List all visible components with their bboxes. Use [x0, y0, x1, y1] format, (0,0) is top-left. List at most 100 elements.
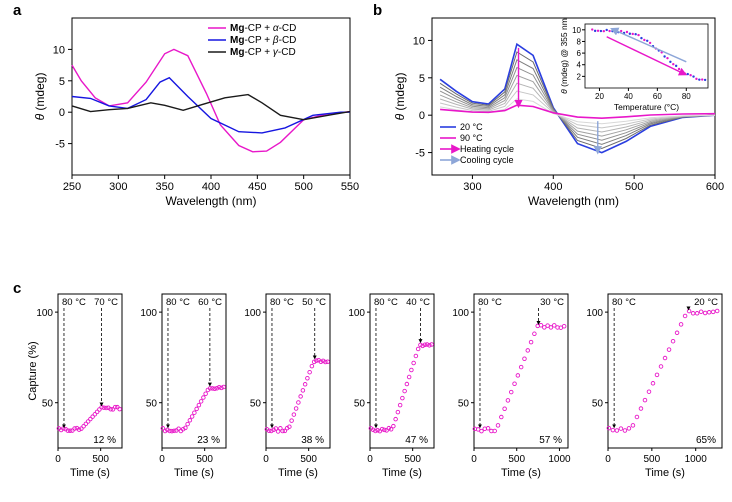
svg-text:0: 0 [605, 454, 611, 465]
svg-text:20: 20 [595, 92, 604, 101]
svg-text:θ (mdeg): θ (mdeg) [393, 73, 407, 121]
panel-a-label: a [13, 2, 21, 19]
svg-text:80 °C: 80 °C [62, 297, 86, 308]
svg-text:0: 0 [367, 454, 373, 465]
svg-text:10: 10 [413, 35, 425, 47]
svg-text:23 %: 23 % [197, 435, 220, 446]
panel-b-chart: 300400500600Wavelength (nm)-50510θ (mdeg… [390, 10, 725, 210]
svg-text:2: 2 [577, 72, 582, 81]
svg-text:70 °C: 70 °C [94, 297, 118, 308]
panel-c-container: 501000500Time (s)Capture (%)80 °C70 °C12… [26, 288, 726, 493]
svg-text:0: 0 [55, 454, 61, 465]
svg-text:50: 50 [354, 399, 366, 410]
svg-text:500: 500 [644, 454, 661, 465]
svg-text:100: 100 [140, 308, 157, 319]
svg-text:400: 400 [202, 181, 220, 193]
svg-text:60: 60 [653, 92, 662, 101]
svg-text:500: 500 [294, 181, 312, 193]
svg-text:Time (s): Time (s) [501, 467, 541, 479]
panel-c-sub-0: 501000500Time (s)Capture (%)80 °C70 °C12… [26, 288, 126, 493]
svg-text:Time (s): Time (s) [645, 467, 685, 479]
svg-text:5: 5 [59, 76, 65, 88]
svg-text:Time (s): Time (s) [174, 467, 214, 479]
svg-text:Wavelength (nm): Wavelength (nm) [528, 194, 619, 208]
svg-text:80 °C: 80 °C [478, 297, 502, 308]
svg-text:500: 500 [196, 454, 213, 465]
svg-text:30 °C: 30 °C [540, 297, 564, 308]
svg-text:60 °C: 60 °C [198, 297, 222, 308]
svg-text:100: 100 [452, 308, 469, 319]
svg-text:Temperature (°C): Temperature (°C) [614, 102, 679, 112]
svg-text:1000: 1000 [548, 454, 571, 465]
svg-text:20 °C: 20 °C [694, 297, 718, 308]
svg-text:50: 50 [458, 399, 470, 410]
svg-text:80 °C: 80 °C [612, 297, 636, 308]
svg-text:5: 5 [419, 73, 425, 85]
svg-text:40 °C: 40 °C [406, 297, 430, 308]
svg-text:38 %: 38 % [301, 435, 324, 446]
svg-text:40: 40 [624, 92, 633, 101]
svg-text:Mg-CP + β-CD: Mg-CP + β-CD [230, 35, 296, 46]
svg-text:0: 0 [59, 107, 65, 119]
svg-text:-5: -5 [415, 148, 425, 160]
svg-text:10: 10 [53, 44, 65, 56]
svg-text:47 %: 47 % [405, 435, 428, 446]
panel-c-sub-1: 50 100 0 500 Time (s) 80 °C 60 °C 23 % [130, 288, 230, 493]
svg-text:57 %: 57 % [539, 435, 562, 446]
panel-c-sub-2: 50 100 0 500 Time (s) 80 °C 50 °C 38 % [234, 288, 334, 493]
svg-text:6: 6 [577, 49, 582, 58]
svg-text:450: 450 [248, 181, 266, 193]
svg-text:Time (s): Time (s) [70, 467, 110, 479]
svg-text:8: 8 [577, 37, 582, 46]
svg-text:350: 350 [155, 181, 173, 193]
svg-text:Wavelength (nm): Wavelength (nm) [166, 194, 257, 208]
svg-text:Mg-CP + γ-CD: Mg-CP + γ-CD [230, 47, 296, 58]
svg-text:300: 300 [463, 181, 481, 193]
svg-text:600: 600 [706, 181, 724, 193]
svg-text:50: 50 [42, 399, 54, 410]
svg-text:80 °C: 80 °C [374, 297, 398, 308]
svg-text:0: 0 [263, 454, 269, 465]
svg-text:90 °C: 90 °C [460, 133, 483, 143]
svg-text:0: 0 [471, 454, 477, 465]
svg-text:500: 500 [508, 454, 525, 465]
svg-text:50: 50 [146, 399, 158, 410]
svg-text:80 °C: 80 °C [166, 297, 190, 308]
panel-c-sub-4: 5010005001000Time (s)80 °C30 °C57 % [442, 288, 572, 493]
panel-b-label: b [373, 2, 382, 19]
svg-text:10: 10 [572, 26, 581, 35]
svg-text:4: 4 [577, 61, 582, 70]
svg-text:500: 500 [404, 454, 421, 465]
svg-text:Time (s): Time (s) [382, 467, 422, 479]
svg-text:Cooling cycle: Cooling cycle [460, 155, 514, 165]
svg-text:50 °C: 50 °C [302, 297, 326, 308]
svg-text:θ (mdeg): θ (mdeg) [33, 73, 47, 121]
svg-text:500: 500 [625, 181, 643, 193]
svg-text:80 °C: 80 °C [270, 297, 294, 308]
svg-text:Capture (%): Capture (%) [27, 341, 39, 400]
svg-text:1000: 1000 [685, 454, 708, 465]
svg-text:100: 100 [586, 308, 603, 319]
svg-text:Mg-CP + α-CD: Mg-CP + α-CD [230, 23, 296, 34]
svg-text:Time (s): Time (s) [278, 467, 318, 479]
svg-text:100: 100 [36, 308, 53, 319]
panel-c-label: c [13, 280, 21, 297]
panel-c-sub-3: 50 100 0 500 Time (s) 80 °C 40 °C 47 % [338, 288, 438, 493]
svg-text:0: 0 [419, 110, 425, 122]
svg-text:12 %: 12 % [93, 435, 116, 446]
svg-text:20 °C: 20 °C [460, 122, 483, 132]
svg-text:-5: -5 [55, 139, 65, 151]
svg-text:250: 250 [63, 181, 81, 193]
svg-text:550: 550 [341, 181, 359, 193]
svg-text:θ (mdeg) @ 355 nm: θ (mdeg) @ 355 nm [559, 18, 569, 94]
svg-text:100: 100 [244, 308, 261, 319]
svg-text:80: 80 [682, 92, 691, 101]
svg-text:0: 0 [159, 454, 165, 465]
svg-text:Heating cycle: Heating cycle [460, 144, 514, 154]
svg-text:50: 50 [250, 399, 262, 410]
svg-text:500: 500 [300, 454, 317, 465]
svg-text:100: 100 [348, 308, 365, 319]
svg-text:65%: 65% [696, 435, 716, 446]
svg-text:300: 300 [109, 181, 127, 193]
svg-text:50: 50 [592, 399, 604, 410]
